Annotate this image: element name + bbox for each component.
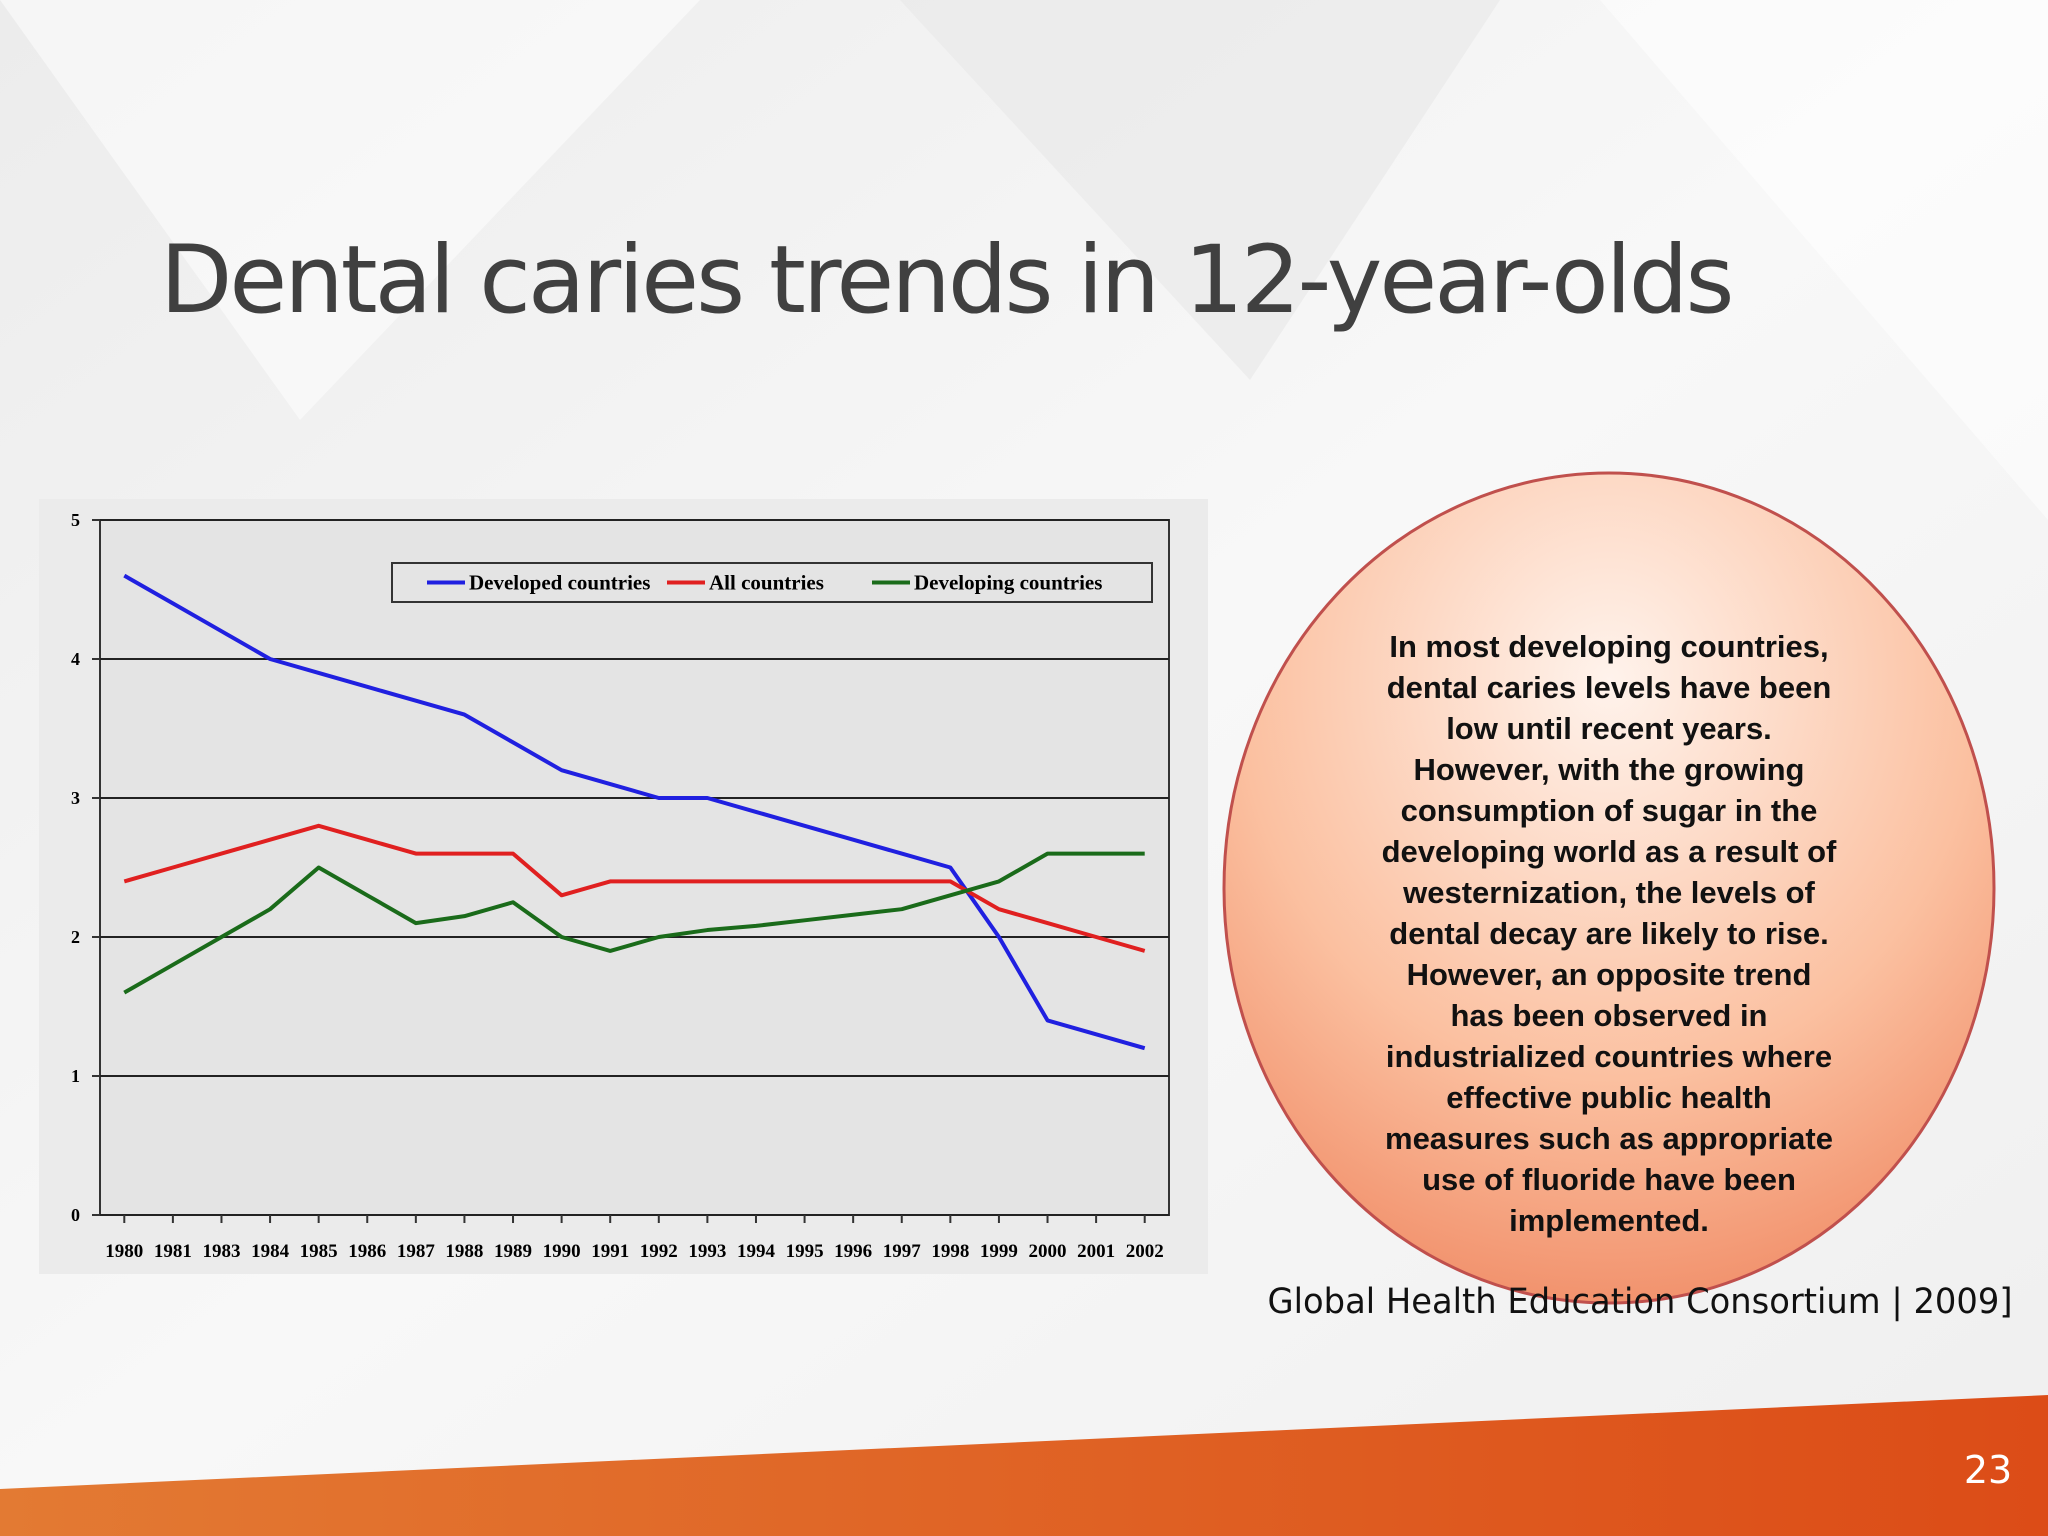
x-tick-label: 1991 [591, 1241, 629, 1262]
x-tick-label: 1999 [980, 1241, 1018, 1262]
legend-box [391, 562, 1153, 603]
series-line [123, 823, 1146, 953]
x-tick-label: 1993 [688, 1241, 726, 1262]
callout-line: use of fluoride have been [1422, 1162, 1796, 1197]
callout-line: consumption of sugar in the [1401, 793, 1818, 828]
bg-shape [0, 0, 700, 420]
bg-shape [1600, 0, 2048, 520]
series-line [123, 851, 1145, 995]
x-tick-label: 1985 [300, 1241, 338, 1262]
callout-line: implemented. [1509, 1203, 1709, 1238]
callout-line: industrialized countries where [1386, 1039, 1832, 1074]
x-tick-label: 1989 [494, 1241, 532, 1262]
y-tick-label: 5 [71, 510, 80, 530]
callout-line: westernization, the levels of [1402, 875, 1815, 910]
callout-line: In most developing countries, [1389, 629, 1828, 664]
x-tick-label: 1994 [737, 1241, 776, 1262]
x-tick-label: 1984 [251, 1241, 290, 1262]
callout-line: dental decay are likely to rise. [1389, 916, 1828, 951]
callout-line: developing world as a result of [1382, 834, 1837, 869]
x-tick-label: 1980 [105, 1241, 143, 1262]
x-tick-label: 1992 [640, 1241, 678, 1262]
legend-label: Developed countries [469, 571, 650, 595]
callout-line: measures such as appropriate [1385, 1121, 1833, 1156]
slide-title: Dental caries trends in 12-year-olds [160, 226, 1731, 335]
x-tick-label: 2000 [1029, 1241, 1067, 1262]
source: Global Health Education Consortium | 200… [1268, 1282, 2013, 1322]
y-tick-label: 4 [71, 649, 80, 669]
x-tick-label: 1990 [543, 1241, 581, 1262]
x-tick-label: 1983 [202, 1241, 240, 1262]
x-tick-label: 2001 [1077, 1241, 1115, 1262]
x-tick-label: 1995 [786, 1241, 824, 1262]
plot-area [99, 519, 1170, 1216]
callout-circle [1222, 471, 1996, 1305]
callout: In most developing countries, dental cari… [1382, 629, 1837, 1238]
callout-line: low until recent years. [1446, 711, 1772, 746]
callout-line: effective public health [1446, 1080, 1772, 1115]
legend-label: Developing countries [914, 571, 1102, 595]
series-line [123, 573, 1146, 1051]
page-number: 23 [1964, 1448, 2012, 1492]
y-tick-label: 3 [71, 788, 80, 808]
y-tick-label: 0 [71, 1205, 80, 1225]
chart: 0 1 2 3 4 5 1980 1981 1983 1984 1985 1986 1987 1988 19… [71, 510, 1169, 1262]
callout-line: However, an opposite trend [1407, 957, 1812, 992]
callout-line: However, with the growing [1414, 752, 1805, 787]
bg-shape [900, 0, 1500, 380]
x-tick-label: 1987 [397, 1241, 436, 1262]
x-tick-label: 1986 [348, 1241, 386, 1262]
callout-line: dental caries levels have been [1387, 670, 1832, 705]
x-tick-label: 2002 [1126, 1241, 1164, 1262]
x-tick-label: 1988 [445, 1241, 483, 1262]
callout-line: has been observed in [1451, 998, 1768, 1033]
x-tick-label: 1981 [154, 1241, 192, 1262]
bottom-band [0, 1395, 2048, 1536]
y-tick-label: 2 [71, 927, 80, 947]
legend-label: All countries [709, 571, 824, 595]
y-tick-label: 1 [71, 1066, 80, 1086]
x-tick-label: 1996 [834, 1241, 872, 1262]
x-tick-label: 1998 [931, 1241, 969, 1262]
x-tick-label: 1997 [883, 1241, 922, 1262]
